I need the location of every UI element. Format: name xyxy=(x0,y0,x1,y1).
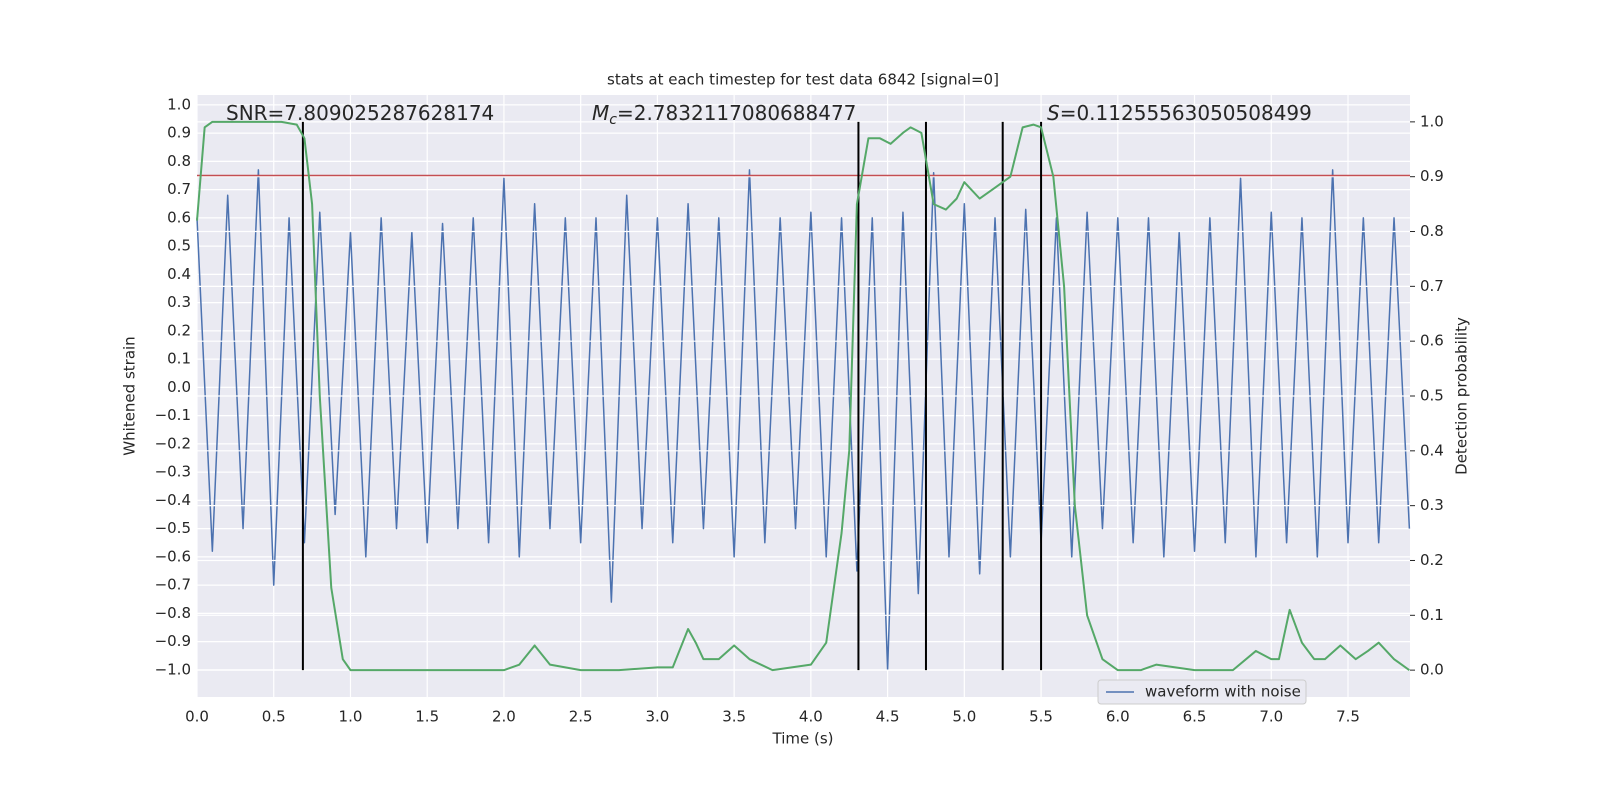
y-tick-label: 0.3 xyxy=(167,293,191,311)
y-tick-label: −1.0 xyxy=(155,660,191,678)
annotation-subscript: c xyxy=(609,112,617,128)
y2-tick-label: 0.8 xyxy=(1420,222,1444,240)
y-tick-label: −0.2 xyxy=(155,434,191,452)
annotation-symbol: M xyxy=(592,101,609,125)
y2-tick-label: 1.0 xyxy=(1420,112,1444,130)
y2-tick-label: 0.9 xyxy=(1420,167,1444,185)
x-tick-label: 6.0 xyxy=(1106,708,1130,726)
annotation-text: =2.7832117080688477 xyxy=(617,101,856,125)
x-tick-label: 0.0 xyxy=(185,708,209,726)
x-tick-label: 4.0 xyxy=(799,708,823,726)
y2-tick-label: 0.1 xyxy=(1420,606,1444,624)
x-tick-label: 3.5 xyxy=(722,708,746,726)
y-tick-label: 1.0 xyxy=(167,95,191,113)
y2-tick-label: 0.6 xyxy=(1420,332,1444,350)
y-tick-label: 0.7 xyxy=(167,180,191,198)
y2-tick-label: 0.7 xyxy=(1420,277,1444,295)
y-tick-label: −0.9 xyxy=(155,632,191,650)
y-axis-label: Whitened strain xyxy=(121,336,139,455)
y-tick-label: 0.0 xyxy=(167,378,191,396)
y-tick-label: −0.7 xyxy=(155,576,191,594)
annotation-symbol: S xyxy=(1047,101,1060,125)
y2-axis-label: Detection probability xyxy=(1453,317,1471,475)
x-tick-label: 7.0 xyxy=(1259,708,1283,726)
x-tick-label: 2.5 xyxy=(569,708,593,726)
y-tick-label: 0.6 xyxy=(167,208,191,226)
y2-tick-label: 0.4 xyxy=(1420,441,1444,459)
x-tick-label: 0.5 xyxy=(262,708,286,726)
x-tick-label: 4.5 xyxy=(876,708,900,726)
y-tick-label: −0.8 xyxy=(155,604,191,622)
annotation-text: SNR=7.809025287628174 xyxy=(226,101,494,125)
x-axis-label: Time (s) xyxy=(772,730,834,748)
x-tick-label: 1.5 xyxy=(415,708,439,726)
y-tick-label: 0.9 xyxy=(167,124,191,142)
y-tick-label: 0.5 xyxy=(167,237,191,255)
y2-tick-label: 0.5 xyxy=(1420,387,1444,405)
x-tick-label: 5.0 xyxy=(952,708,976,726)
y2-tick-label: 0.2 xyxy=(1420,551,1444,569)
chart-title: stats at each timestep for test data 684… xyxy=(607,71,999,89)
y-tick-label: −0.5 xyxy=(155,519,191,537)
y-tick-label: 0.1 xyxy=(167,350,191,368)
x-tick-label: 5.5 xyxy=(1029,708,1053,726)
series-line xyxy=(196,169,1411,671)
y-tick-label: 0.8 xyxy=(167,152,191,170)
annotation: S=0.11255563050508499 xyxy=(1047,101,1312,125)
x-tick-label: 3.0 xyxy=(645,708,669,726)
x-tick-label: 6.5 xyxy=(1183,708,1207,726)
y-tick-label: −0.6 xyxy=(155,547,191,565)
legend-box xyxy=(1097,679,1307,705)
x-tick-label: 2.0 xyxy=(492,708,516,726)
x-tick-label: 1.0 xyxy=(339,708,363,726)
annotation: Mc=2.7832117080688477 xyxy=(592,101,856,129)
annotation-text: =0.11255563050508499 xyxy=(1060,101,1312,125)
legend-label: waveform with noise xyxy=(1145,683,1301,701)
y-tick-label: 0.4 xyxy=(167,265,191,283)
y2-tick-label: 0.3 xyxy=(1420,496,1444,514)
y2-tick-label: 0.0 xyxy=(1420,661,1444,679)
series-line xyxy=(196,120,1410,672)
y-tick-label: −0.3 xyxy=(155,463,191,481)
annotation: SNR=7.809025287628174 xyxy=(226,101,494,125)
y-tick-label: 0.2 xyxy=(167,321,191,339)
y-tick-label: −0.4 xyxy=(155,491,191,509)
x-tick-label: 7.5 xyxy=(1336,708,1360,726)
y-tick-label: −0.1 xyxy=(155,406,191,424)
